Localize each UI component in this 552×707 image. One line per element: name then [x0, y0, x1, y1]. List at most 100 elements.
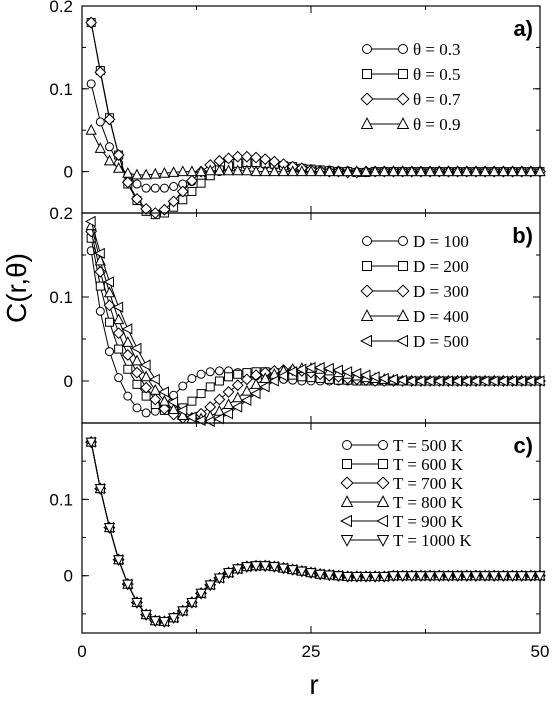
data-point: [140, 168, 152, 180]
legend-marker: [396, 92, 410, 106]
legend-marker: [378, 459, 388, 469]
data-point: [213, 164, 226, 176]
data-point: [424, 165, 436, 177]
data-point: [259, 153, 272, 166]
legend-label: D = 100: [413, 232, 469, 251]
data-point: [232, 564, 244, 576]
legend-label: θ = 0.7: [413, 90, 461, 109]
data-point: [268, 375, 279, 387]
data-point: [186, 597, 198, 609]
data-point: [451, 571, 464, 583]
data-point: [176, 404, 188, 417]
data-point: [148, 373, 160, 385]
data-point: [122, 579, 134, 591]
data-point: [132, 179, 142, 189]
panel-c-series-5: [84, 436, 545, 628]
data-point: [187, 186, 197, 196]
data-point: [351, 571, 363, 583]
y-tick-label: 0.2: [49, 204, 73, 223]
panels: 0 0.1 0.2 θ = 0.3 θ = 0.5 θ = 0.7 θ = 0.9 a) 0 0.…: [49, 0, 549, 661]
data-point: [231, 379, 244, 392]
data-point: [139, 359, 151, 371]
legend-label: T = 500 K: [393, 436, 464, 455]
data-point: [249, 387, 261, 400]
legend-marker: [398, 236, 408, 246]
panel-a: 0 0.1 0.2 θ = 0.3 θ = 0.5 θ = 0.7 θ = 0.9 a): [49, 0, 546, 220]
data-point: [141, 408, 151, 418]
data-point: [497, 165, 509, 177]
legend-marker: [376, 495, 390, 507]
data-point: [341, 366, 353, 378]
data-point: [150, 183, 160, 193]
series-line: [90, 442, 540, 623]
legend-label: D = 200: [413, 257, 469, 276]
data-point: [195, 165, 207, 177]
legend-marker: [362, 261, 372, 271]
data-point: [250, 378, 262, 389]
data-point: [140, 202, 153, 215]
data-point: [121, 176, 134, 189]
data-point: [167, 403, 180, 415]
legend-marker: [396, 334, 408, 348]
legend-marker: [340, 476, 354, 490]
panel-b-series-5: [84, 215, 545, 427]
data-point: [424, 571, 436, 583]
data-point: [277, 563, 290, 575]
data-point: [305, 165, 317, 177]
legend-label: T = 600 K: [393, 455, 464, 474]
data-point: [516, 165, 528, 177]
data-point: [132, 403, 142, 413]
x-tick-label: 0: [77, 642, 86, 661]
data-point: [95, 306, 105, 316]
data-point: [350, 367, 362, 380]
data-point: [95, 117, 105, 127]
panel-a-tag: a): [513, 16, 533, 41]
data-point: [369, 165, 381, 177]
data-point: [213, 413, 224, 425]
data-point: [323, 570, 335, 582]
data-point: [250, 561, 262, 573]
y-tick-label: 0: [64, 163, 73, 182]
data-point: [178, 381, 188, 391]
legend-label: T = 900 K: [393, 512, 464, 531]
legend-label: D = 400: [413, 307, 469, 326]
data-point: [123, 364, 133, 374]
data-point: [277, 165, 290, 177]
data-point: [112, 327, 125, 340]
panel-c-series-4: [85, 435, 546, 627]
y-tick-label: 0.1: [49, 490, 73, 509]
data-point: [442, 165, 455, 177]
data-point: [167, 195, 180, 208]
legend-marker: [362, 44, 372, 54]
data-point: [231, 150, 244, 163]
data-point: [196, 389, 206, 399]
panel-c-tag: c): [513, 433, 533, 458]
data-point: [158, 386, 169, 398]
y-tick-label: 0.2: [49, 0, 73, 16]
data-point: [461, 571, 473, 583]
data-point: [313, 361, 325, 374]
data-point: [479, 165, 491, 177]
data-point: [140, 370, 152, 382]
data-point: [442, 571, 455, 583]
data-point: [232, 164, 244, 176]
legend-label: D = 500: [413, 332, 469, 351]
x-tick-label: 25: [302, 642, 321, 661]
legend-marker: [362, 236, 372, 246]
data-point: [103, 154, 116, 166]
series-line: [90, 442, 540, 623]
data-point: [250, 151, 262, 164]
legend-marker: [376, 476, 390, 490]
data-point: [158, 394, 171, 406]
legend-marker: [378, 440, 388, 450]
data-point: [94, 66, 107, 79]
data-point: [104, 317, 114, 327]
data-point: [241, 562, 253, 573]
legend-marker: [340, 495, 354, 507]
data-point: [240, 150, 253, 163]
legend-marker: [342, 459, 352, 469]
data-point: [396, 165, 409, 177]
data-point: [214, 376, 224, 386]
data-point: [470, 571, 482, 583]
